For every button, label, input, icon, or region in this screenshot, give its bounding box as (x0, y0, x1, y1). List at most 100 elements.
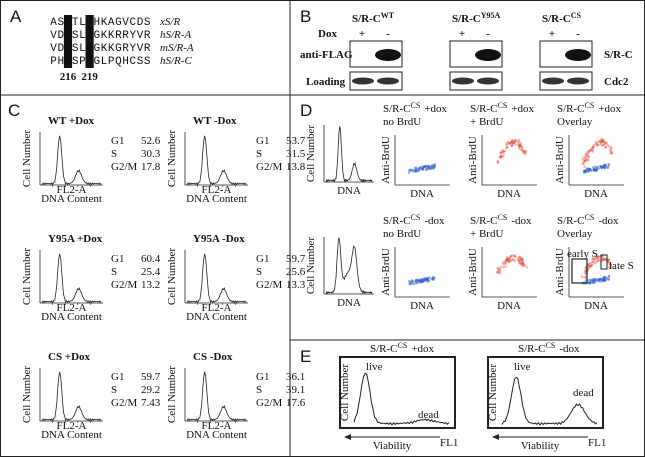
event (602, 139, 606, 143)
event (589, 281, 593, 285)
residue: H (93, 17, 100, 29)
phase-value: 7.43 (141, 397, 161, 409)
event (592, 277, 595, 281)
event (595, 166, 599, 170)
event (609, 265, 613, 269)
phase-value: 60.4 (141, 253, 161, 265)
event (409, 281, 412, 284)
event (501, 150, 505, 154)
panel-label: A (10, 7, 22, 26)
event (409, 282, 413, 286)
event (583, 169, 587, 173)
event (584, 170, 588, 173)
panel-subtitle: Overlay (557, 228, 593, 240)
event (504, 143, 508, 147)
event (420, 280, 424, 284)
construct-title: S/R-CY95A (452, 11, 501, 25)
y-axis-label: Anti-BrdU (380, 248, 392, 296)
event (513, 139, 517, 142)
event (510, 141, 513, 144)
event (604, 278, 607, 282)
superscript: CS (571, 11, 582, 20)
event (424, 165, 427, 168)
superscript: CS (411, 101, 421, 110)
phase-value: 59.7 (141, 371, 161, 383)
superscript: CS (546, 341, 556, 350)
arrow-head (344, 434, 351, 440)
event (600, 166, 604, 170)
event (505, 145, 509, 149)
condition: +dox (511, 103, 534, 115)
event (517, 144, 521, 148)
event (584, 152, 588, 156)
event (602, 163, 605, 167)
event (496, 266, 499, 270)
phase-label: S (256, 384, 262, 396)
event (588, 167, 592, 171)
superscript: CS (498, 101, 508, 110)
residue: T (72, 17, 79, 29)
event (505, 256, 509, 259)
event (610, 151, 614, 154)
event (597, 255, 600, 258)
event (588, 168, 592, 172)
residue: H (57, 56, 64, 68)
panel-title: S/R-CCS +dox (557, 101, 622, 115)
event (511, 258, 515, 261)
event (418, 279, 421, 283)
event (586, 150, 589, 154)
event (602, 278, 606, 282)
gate-label: early S (567, 248, 598, 260)
event (510, 144, 514, 147)
event (584, 155, 588, 158)
event (588, 148, 591, 152)
plot-title: WT -Dox (193, 115, 237, 127)
event (503, 259, 507, 263)
event (519, 143, 522, 146)
event (432, 166, 435, 170)
event (517, 143, 521, 147)
phase-value: 13.3 (286, 279, 306, 291)
event (593, 258, 597, 262)
event (591, 257, 594, 261)
event (596, 278, 600, 281)
event (591, 146, 595, 149)
event (510, 140, 513, 144)
event (606, 166, 610, 169)
event (592, 143, 596, 147)
event (598, 279, 601, 282)
band (352, 77, 374, 85)
event (505, 258, 509, 261)
residue: S (72, 30, 79, 42)
band (477, 77, 499, 85)
event (590, 263, 594, 267)
species-label: mS/R-A (160, 42, 194, 54)
event (420, 167, 424, 171)
event (585, 159, 588, 162)
event (419, 280, 422, 283)
event (512, 141, 515, 145)
event (584, 153, 588, 156)
event (514, 139, 518, 142)
plot-title: S/R-CCS +dox (370, 341, 435, 355)
event (603, 143, 606, 146)
event (591, 279, 595, 283)
axis-tick-label: FL2-A (202, 302, 232, 314)
event (497, 269, 501, 272)
event (587, 170, 590, 173)
y-axis-label: Cell Number (166, 366, 178, 423)
event (414, 170, 418, 173)
event (425, 278, 428, 282)
event (584, 158, 587, 162)
event (424, 277, 428, 281)
event (426, 278, 430, 281)
residue: V (137, 43, 144, 55)
phase-value: 59.7 (286, 253, 306, 265)
phase-value: 36.1 (286, 371, 305, 383)
peak-label: live (366, 361, 383, 373)
plot-title: CS +Dox (48, 351, 91, 363)
phase-label: G1 (111, 371, 124, 383)
event (506, 260, 509, 264)
event (508, 258, 511, 262)
residue: S (72, 56, 79, 68)
